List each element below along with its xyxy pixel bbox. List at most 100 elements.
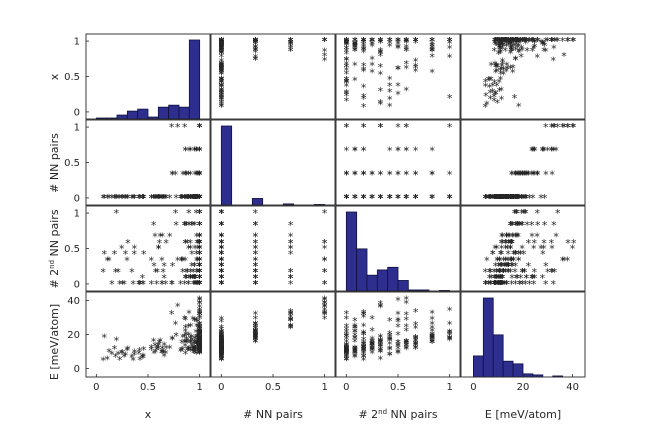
scatter-point-r0c2-150: *	[344, 35, 350, 48]
scatter-point-r0c3-21: *	[561, 50, 567, 63]
scatter-point-r0c2-143: *	[429, 35, 435, 48]
scatter-point-r0c1-12: *	[219, 35, 225, 48]
scatter-point-r3c0-217: *	[197, 338, 203, 351]
scatter-point-r0c3-42: *	[542, 40, 548, 53]
scatter-point-r1c0-65: *	[183, 192, 189, 205]
scatter-point-r0c3-157: *	[503, 35, 509, 48]
scatter-point-r3c0-67: *	[102, 331, 108, 344]
scatter-point-r1c0-79: *	[148, 192, 154, 205]
scatter-point-r0c1-39: *	[219, 101, 225, 114]
scatter-point-r2c3-42: *	[542, 219, 548, 232]
scatter-point-r0c2-186: *	[352, 39, 358, 52]
scatter-point-r0c1-6: *	[219, 35, 225, 48]
scatter-point-r0c1-207: *	[219, 35, 225, 48]
scatter-point-r0c1-8: *	[253, 37, 259, 50]
scatter-point-r0c2-130: *	[352, 42, 358, 55]
scatter-point-r0c1-56: *	[253, 35, 259, 48]
scatter-point-r0c1-171: *	[219, 39, 225, 52]
scatter-point-r0c1-17: *	[219, 85, 225, 98]
scatter-point-r0c2-77: *	[361, 37, 367, 50]
scatter-point-r0c3-125: *	[496, 35, 502, 48]
x-tick-label-nn2-1: 0.5	[390, 382, 406, 393]
scatter-point-r0c2-197: *	[378, 37, 384, 50]
scatter-point-r0c3-9: *	[514, 41, 520, 54]
scatter-point-r0c1-75: *	[219, 35, 225, 48]
scatter-point-r0c1-49: *	[219, 35, 225, 48]
y-axis-label-nn2: # 2nd NN pairs	[48, 209, 61, 288]
scatter-point-r0c3-216: *	[499, 93, 505, 106]
scatter-point-r0c3-140: *	[492, 35, 498, 48]
scatter-point-r0c1-114: *	[219, 35, 225, 48]
scatter-point-r0c2-169: *	[361, 40, 367, 53]
scatter-point-r0c2-97: *	[361, 64, 367, 77]
scatter-point-r0c1-54: *	[219, 35, 225, 48]
scatter-point-r0c2-207: *	[361, 35, 367, 48]
scatter-point-r0c1-172: *	[219, 35, 225, 48]
scatter-point-r0c3-77: *	[506, 37, 512, 50]
scatter-point-r0c2-25: *	[352, 35, 358, 48]
scatter-point-r0c1-117: *	[219, 65, 225, 78]
scatter-point-r2c0-158: *	[159, 255, 165, 268]
scatter-point-r0c3-5: *	[500, 58, 506, 71]
scatter-point-r0c1-209: *	[219, 35, 225, 48]
scatter-point-r0c3-50: *	[519, 44, 525, 57]
scatter-point-r1c0-15: *	[195, 192, 201, 205]
scatter-point-r1c0-101: *	[117, 192, 123, 205]
scatter-point-r1c2-212: *	[344, 192, 350, 205]
scatter-point-r1c2-214: *	[352, 192, 358, 205]
scatter-point-r0c2-167: *	[344, 35, 350, 48]
scatter-point-r0c1-200: *	[219, 58, 225, 71]
scatter-point-r0c1-104: *	[219, 38, 225, 51]
scatter-point-r0c1-0: *	[219, 42, 225, 55]
scatter-point-r0c1-41: *	[288, 39, 294, 52]
scatter-point-r0c2-78: *	[404, 42, 410, 55]
scatter-point-r1c2-82: *	[361, 121, 367, 134]
scatter-point-r0c3-175: *	[520, 35, 526, 48]
scatter-point-r0c2-57: *	[404, 35, 410, 48]
scatter-point-r0c1-93: *	[219, 48, 225, 61]
scatter-point-r2c0-58: *	[173, 207, 179, 220]
scatter-point-r0c3-0: *	[519, 42, 525, 55]
scatter-point-r0c3-53: *	[513, 35, 519, 48]
scatter-point-r0c2-126: *	[404, 35, 410, 48]
scatter-point-r2c3-216: *	[499, 248, 505, 261]
scatter-point-r1c0-102: *	[188, 192, 194, 205]
scatter-point-r2c1-216: *	[219, 248, 225, 261]
scatter-point-r0c1-215: *	[219, 35, 225, 48]
scatter-point-r0c3-205: *	[499, 35, 505, 48]
scatter-point-r0c1-43: *	[253, 43, 259, 56]
x-tick-label-e-0: 0	[470, 382, 476, 393]
scatter-point-r3c2-213: *	[404, 314, 410, 327]
scatter-point-r0c2-205: *	[369, 35, 375, 48]
scatter-point-r0c2-20: *	[344, 35, 350, 48]
scatter-point-r2c3-168: *	[524, 219, 530, 232]
scatter-point-r0c1-37: *	[288, 42, 294, 55]
scatter-point-r0c2-52: *	[447, 35, 453, 48]
scatter-point-r2c1-196: *	[219, 230, 225, 243]
scatter-point-r0c1-128: *	[219, 66, 225, 79]
scatter-point-r0c2-220: *	[378, 35, 384, 48]
scatter-point-r1c0-44: *	[109, 192, 115, 205]
scatter-point-r0c1-179: *	[219, 44, 225, 57]
scatter-point-r2c3-221: *	[555, 207, 561, 220]
scatter-point-r0c1-214: *	[219, 35, 225, 48]
scatter-point-r0c1-19: *	[219, 37, 225, 50]
scatter-point-r0c2-164: *	[378, 97, 384, 110]
scatter-point-r2c0-128: *	[151, 260, 157, 273]
scatter-point-r0c1-26: *	[253, 35, 259, 48]
scatter-point-r0c2-12: *	[404, 35, 410, 48]
scatter-point-r1c0-39: *	[100, 192, 106, 205]
scatter-point-r1c0-62: *	[197, 169, 203, 182]
scatter-point-r1c0-217: *	[197, 192, 203, 205]
scatter-point-r2c0-160: *	[151, 219, 157, 232]
scatter-point-r1c0-78: *	[187, 192, 193, 205]
scatter-point-r0c2-18: *	[429, 38, 435, 51]
scatter-point-r0c3-114: *	[511, 35, 517, 48]
scatter-point-r0c2-202: *	[404, 35, 410, 48]
y-axis-label-nn: # NN pairs	[48, 133, 61, 193]
y-tick-label-nn-2: 1	[74, 123, 80, 134]
scatter-point-r0c2-165: *	[361, 91, 367, 104]
scatter-point-r0c1-178: *	[288, 45, 294, 58]
scatter-point-r0c1-60: *	[219, 86, 225, 99]
scatter-point-r0c3-214: *	[530, 35, 536, 48]
